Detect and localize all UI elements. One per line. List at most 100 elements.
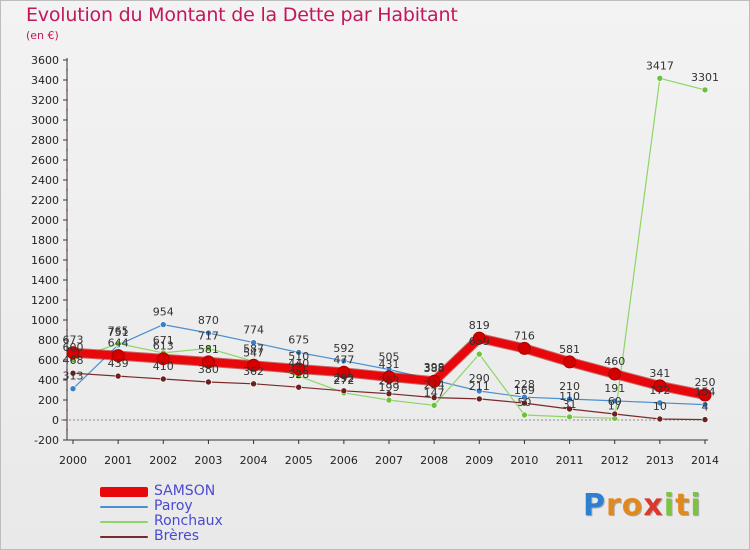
data-point-ronchaux [656,75,664,82]
legend-item-ronchaux: Ronchaux [100,513,300,530]
data-label-paroy: 290 [469,372,490,385]
legend-label: Ronchaux [154,513,223,529]
data-label-ronchaux: 50 [517,396,531,409]
data-label-paroy: 954 [153,306,174,319]
data-label-brères: 439 [108,357,129,370]
data-label-brères: 169 [514,384,535,397]
data-label-brères: 110 [559,390,580,403]
legend-item-brères: Brères [100,528,300,545]
legend-swatch [100,506,148,508]
legend-swatch [100,536,148,538]
data-point-samson [517,341,531,355]
data-point-ronchaux [566,413,573,421]
y-tick-label: 1000 [31,314,59,327]
data-point-samson [201,355,215,369]
data-point-samson [563,355,577,369]
data-label-samson: 819 [469,319,490,332]
data-point-paroy [340,357,348,365]
data-point-ronchaux [385,396,393,404]
x-tick-label: 2011 [556,454,584,467]
y-tick-label: 400 [38,374,59,387]
data-label-paroy: 210 [559,380,580,393]
data-point-brères [114,372,122,380]
data-label-brères: 60 [608,395,622,408]
data-point-brères [69,369,77,377]
data-label-ronchaux: 17 [608,399,622,412]
y-tick-label: 1400 [31,274,59,287]
data-point-samson [653,379,667,393]
data-label-brères: 380 [198,363,219,376]
data-label-paroy: 228 [514,378,535,391]
data-label-ronchaux: 587 [243,342,264,355]
data-point-brères [521,399,528,407]
legend-swatch [100,487,148,497]
y-tick-label: 1800 [31,234,59,247]
x-tick-label: 2004 [240,454,268,467]
x-tick-label: 2014 [691,454,719,467]
data-label-brères: 410 [153,360,174,373]
data-point-brères [295,383,303,391]
data-point-brères [250,380,257,388]
data-label-brères: 328 [288,368,309,381]
data-label-paroy: 675 [288,334,309,347]
data-point-samson [608,367,622,381]
y-tick-label: 2800 [31,134,59,147]
data-label-samson: 388 [424,362,445,375]
y-tick-label: 800 [38,334,59,347]
data-point-ronchaux [430,401,438,409]
x-tick-label: 2009 [465,454,493,467]
data-point-brères [701,416,709,423]
x-tick-label: 2010 [510,454,538,467]
x-tick-label: 2005 [285,454,313,467]
data-point-samson [382,370,396,384]
data-label-ronchaux: 600 [63,341,84,354]
data-point-samson [337,365,351,379]
data-label-paroy: 751 [108,326,129,339]
data-point-ronchaux [205,344,212,352]
legend-item-samson: SAMSON [100,483,300,500]
data-point-brères [159,375,167,383]
data-label-paroy: 870 [198,314,219,327]
data-label-ronchaux: 717 [198,329,219,342]
data-point-brères [340,387,348,395]
y-tick-label: 2400 [31,174,59,187]
y-tick-label: 1600 [31,254,59,267]
data-label-samson: 581 [198,343,219,356]
data-point-paroy [159,321,167,328]
data-label-brères: 292 [333,372,354,385]
data-point-samson [66,346,80,360]
data-point-ronchaux [475,350,483,358]
data-point-paroy [250,339,257,346]
x-tick-label: 2012 [601,454,629,467]
data-point-brères [205,378,212,386]
data-label-ronchaux: 659 [469,335,490,348]
data-point-paroy [611,397,619,405]
logo-letter: x [643,488,664,523]
y-tick-label: 2600 [31,154,59,167]
y-tick-label: 1200 [31,294,59,307]
data-point-ronchaux [114,340,122,347]
data-label-brères: 362 [243,365,264,378]
data-point-paroy [566,395,573,403]
data-point-samson [698,388,712,402]
data-label-samson: 716 [514,329,535,342]
data-point-samson [156,352,170,366]
data-point-brères [430,394,438,401]
data-label-samson: 613 [153,340,174,353]
data-point-samson [427,374,441,388]
data-label-ronchaux: 147 [424,386,445,399]
logo-letter: P [583,488,606,523]
logo-letter: r [606,488,622,523]
data-label-samson: 510 [288,350,309,363]
data-label-ronchaux: 3301 [691,71,719,84]
y-tick-label: 200 [38,394,59,407]
x-tick-label: 2008 [420,454,448,467]
data-label-samson: 581 [559,343,580,356]
data-point-paroy [475,387,483,395]
data-label-ronchaux: 765 [108,325,129,338]
data-label-ronchaux: 440 [288,357,309,370]
logo-letter: i [690,488,702,523]
data-label-ronchaux: 272 [333,374,354,387]
